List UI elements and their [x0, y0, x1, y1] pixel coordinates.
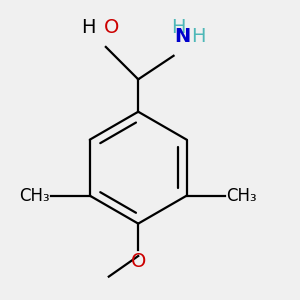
Text: H: H	[171, 18, 185, 37]
Text: CH₃: CH₃	[20, 187, 50, 205]
Text: O: O	[104, 18, 120, 37]
Text: H: H	[81, 18, 95, 37]
Text: CH₃: CH₃	[226, 187, 257, 205]
Text: H: H	[191, 27, 206, 46]
Text: N: N	[174, 27, 190, 46]
Text: O: O	[130, 253, 146, 272]
